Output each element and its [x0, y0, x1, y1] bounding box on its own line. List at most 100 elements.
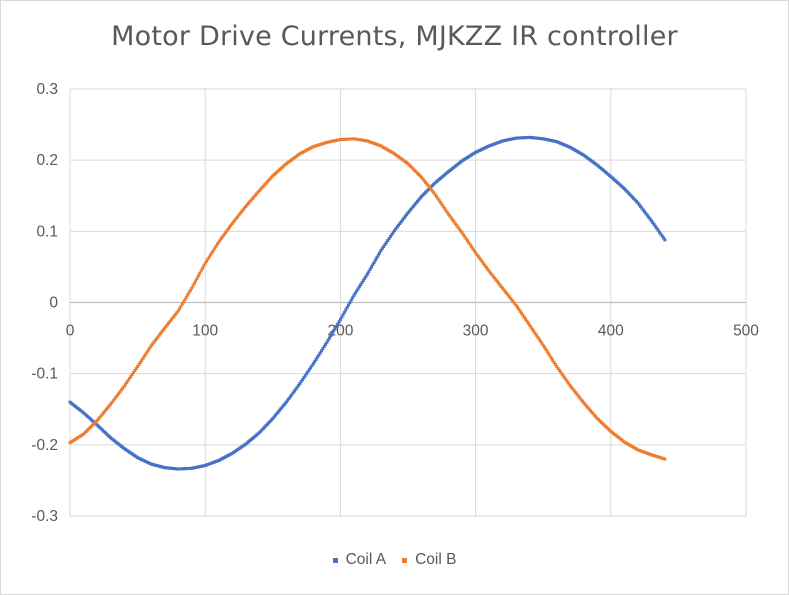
data-point: [326, 338, 330, 342]
data-point: [383, 243, 387, 247]
data-point: [330, 331, 334, 335]
data-point: [429, 187, 433, 191]
data-point: [409, 208, 413, 212]
data-point: [191, 284, 195, 288]
data-point: [344, 308, 348, 312]
data-point: [410, 206, 414, 210]
data-point: [662, 236, 666, 240]
data-point: [529, 325, 533, 329]
data-point: [395, 225, 399, 229]
data-point: [246, 201, 250, 205]
data-point: [245, 203, 249, 207]
data-point: [594, 415, 598, 419]
data-point: [651, 221, 655, 225]
data-point: [365, 272, 369, 276]
data-point: [215, 242, 219, 246]
y-tick-label: -0.3: [31, 508, 58, 525]
data-point: [379, 249, 383, 253]
data-point: [115, 393, 119, 397]
data-point: [113, 397, 117, 401]
data-point: [163, 326, 167, 330]
data-point: [421, 177, 425, 181]
data-point: [207, 255, 211, 259]
data-point: [583, 402, 587, 406]
data-point: [655, 226, 659, 230]
data-point: [494, 278, 498, 282]
data-point: [238, 211, 242, 215]
data-point: [478, 256, 482, 260]
data-point: [125, 380, 129, 384]
data-point: [406, 211, 410, 215]
data-point: [152, 340, 156, 344]
y-tick-label: 0.1: [36, 223, 58, 240]
data-point: [290, 393, 294, 397]
data-point: [100, 412, 104, 416]
data-point: [310, 364, 314, 368]
data-point: [476, 254, 480, 258]
data-point: [299, 380, 303, 384]
data-point: [160, 330, 164, 334]
data-point: [280, 405, 284, 409]
data-point: [324, 342, 328, 346]
data-point: [255, 192, 259, 196]
data-point: [296, 383, 300, 387]
data-point: [121, 386, 125, 390]
data-point: [232, 220, 236, 224]
data-point: [317, 353, 321, 357]
data-point: [213, 246, 217, 250]
data-point: [487, 269, 491, 273]
data-point: [572, 389, 576, 393]
data-point: [179, 304, 183, 308]
data-point: [580, 399, 584, 403]
data-point: [142, 354, 146, 358]
data-point: [460, 231, 464, 235]
data-point: [149, 344, 153, 348]
legend-item-coil-a: Coil A: [332, 551, 386, 569]
data-point: [493, 276, 497, 280]
data-point: [301, 378, 305, 382]
data-point: [102, 410, 106, 414]
data-point: [313, 360, 317, 364]
data-point: [184, 295, 188, 299]
data-point: [497, 281, 501, 285]
data-point: [156, 335, 160, 339]
data-point: [479, 258, 483, 262]
data-point: [426, 184, 430, 188]
data-point: [510, 298, 514, 302]
data-point: [217, 240, 221, 244]
data-point: [536, 335, 540, 339]
data-point: [186, 293, 190, 297]
data-point: [155, 337, 159, 341]
data-point: [518, 309, 522, 313]
data-point: [372, 260, 376, 264]
data-point: [555, 365, 559, 369]
data-point: [484, 265, 488, 269]
data-point: [511, 300, 515, 304]
data-point: [443, 206, 447, 210]
data-point: [514, 303, 518, 307]
data-point: [525, 319, 529, 323]
data-point: [199, 269, 203, 273]
data-point: [210, 251, 214, 255]
data-point: [218, 238, 222, 242]
data-point: [571, 387, 575, 391]
data-point: [398, 222, 402, 226]
data-point: [540, 341, 544, 345]
data-point: [538, 339, 542, 343]
data-point: [241, 208, 245, 212]
data-point: [543, 345, 547, 349]
data-point: [371, 263, 375, 267]
data-point: [275, 412, 279, 416]
data-point: [397, 223, 401, 227]
data-point: [292, 389, 296, 393]
data-point: [176, 309, 180, 313]
data-point: [567, 382, 571, 386]
data-point: [586, 406, 590, 410]
data-point: [559, 370, 563, 374]
data-point: [105, 407, 109, 411]
data-point: [578, 396, 582, 400]
data-point: [418, 196, 422, 200]
data-point: [445, 210, 449, 214]
data-point: [306, 370, 310, 374]
data-point: [298, 382, 302, 386]
